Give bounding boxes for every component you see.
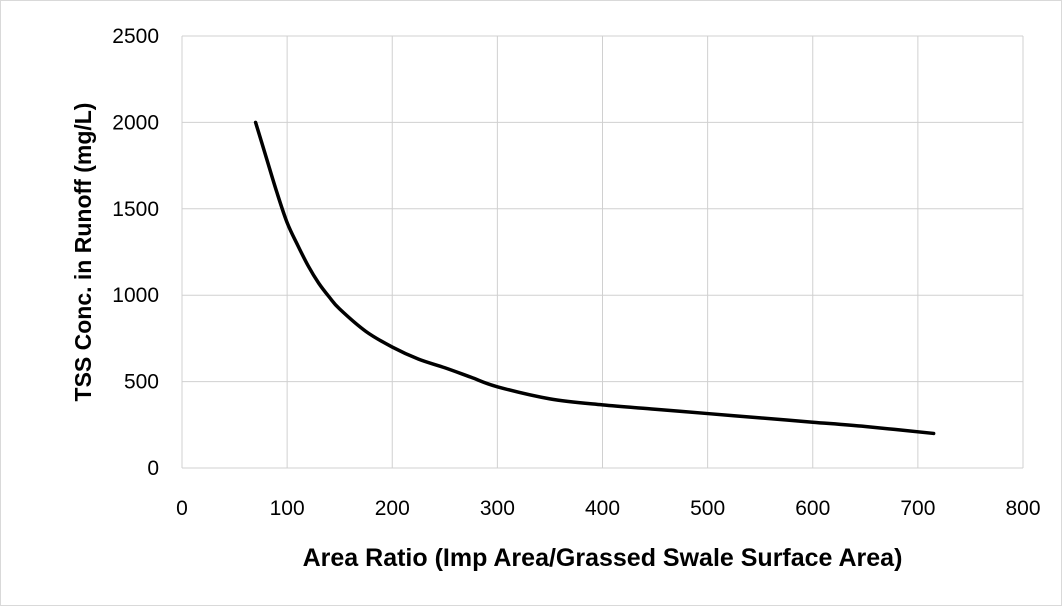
series-line <box>253 120 936 436</box>
grid <box>181 35 1024 469</box>
y-tick-label: 0 <box>147 457 159 480</box>
y-tick-label: 2000 <box>112 111 159 134</box>
tick-labels: 0 100 200 300 400 500 600 700 800 0 500 1000 1500 200… <box>112 25 1040 520</box>
y-tick-label: 1000 <box>112 284 159 307</box>
x-tick-label: 600 <box>795 497 830 520</box>
y-tick-label: 1500 <box>112 198 159 221</box>
y-tick-label: 500 <box>124 371 159 394</box>
x-tick-label: 100 <box>270 497 305 520</box>
x-tick-label: 500 <box>690 497 725 520</box>
series-layer <box>253 120 936 436</box>
x-tick-label: 300 <box>480 497 515 520</box>
x-tick-label: 400 <box>585 497 620 520</box>
y-tick-label: 2500 <box>112 25 159 48</box>
x-tick-label: 800 <box>1005 497 1040 520</box>
y-axis-title: TSS Conc. in Runoff (mg/L) <box>70 103 96 402</box>
x-tick-label: 700 <box>900 497 935 520</box>
x-tick-label: 200 <box>375 497 410 520</box>
x-axis-title: Area Ratio (Imp Area/Grassed Swale Surfa… <box>303 544 903 572</box>
x-tick-label: 0 <box>176 497 188 520</box>
